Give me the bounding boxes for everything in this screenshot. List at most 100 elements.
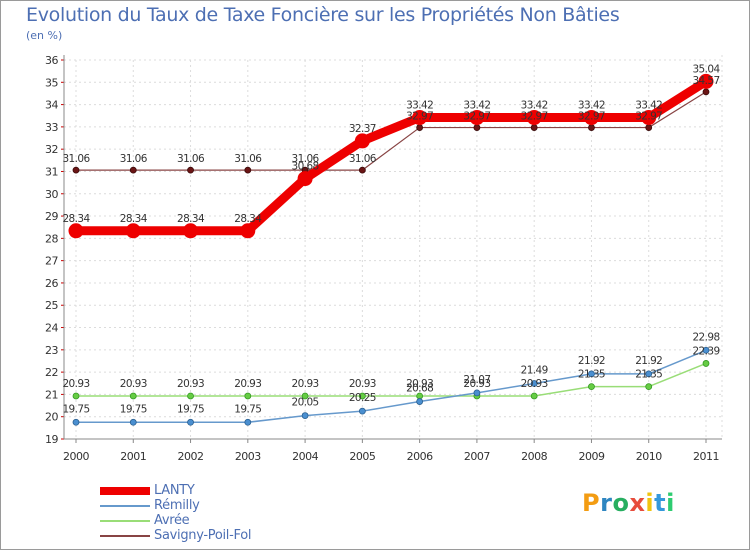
legend-label: Rémilly (154, 498, 200, 513)
y-tick-label: 31 (45, 165, 58, 178)
legend-label: LANTY (154, 483, 195, 498)
data-point-r-milly (72, 418, 80, 426)
y-tick-label: 30 (45, 188, 58, 201)
data-label-lanty: 30.68 (292, 161, 319, 173)
data-point-lanty (125, 223, 141, 239)
data-label-lanty: 33.42 (578, 100, 605, 112)
y-tick-label: 20 (45, 411, 58, 424)
logo-letter: t (654, 489, 667, 517)
data-label-lanty: 33.42 (406, 100, 433, 112)
data-label-avr-e: 20.93 (292, 378, 319, 390)
data-label-avr-e: 20.93 (521, 378, 548, 390)
legend-swatch (100, 520, 150, 522)
legend-swatch (100, 535, 150, 537)
data-label-savigny-poil-fol: 32.97 (578, 111, 605, 123)
data-point-savigny-poil-fol (72, 166, 80, 174)
x-tick-label: 2005 (349, 450, 375, 463)
y-tick-label: 35 (45, 76, 58, 89)
x-tick-label: 2008 (521, 450, 547, 463)
data-label-r-milly: 21.92 (578, 355, 605, 367)
data-label-lanty: 33.42 (635, 100, 662, 112)
x-tick-label: 2006 (407, 450, 433, 463)
data-point-avr-e (187, 392, 194, 400)
logo-letter: x (629, 489, 646, 517)
legend-swatch (100, 505, 150, 507)
data-label-avr-e: 20.93 (234, 378, 261, 390)
legend-swatch (100, 487, 150, 495)
x-tick-label: 2003 (235, 450, 261, 463)
data-label-lanty: 28.34 (177, 213, 205, 225)
data-point-lanty (354, 133, 370, 149)
data-point-avr-e (301, 392, 309, 400)
data-point-lanty (641, 110, 657, 126)
data-point-r-milly (187, 418, 194, 426)
y-tick-label: 24 (45, 322, 58, 335)
data-point-lanty (68, 223, 84, 239)
x-tick-label: 2009 (578, 450, 604, 463)
data-label-lanty: 28.34 (120, 213, 148, 225)
data-label-r-milly: 22.98 (692, 331, 719, 343)
x-tick-label: 2004 (292, 450, 318, 463)
data-point-avr-e (129, 392, 137, 400)
data-point-savigny-poil-fol (588, 124, 595, 131)
series-line-avr-e (75, 362, 707, 397)
y-tick-label: 21 (45, 388, 58, 401)
series-line-savigny-poil-fol (75, 91, 707, 171)
data-point-lanty (297, 171, 313, 187)
data-label-savigny-poil-fol: 32.97 (463, 111, 490, 123)
y-tick-label: 28 (45, 232, 58, 245)
data-label-avr-e: 20.93 (463, 378, 490, 390)
page-title: Evolution du Taux de Taxe Foncière sur l… (26, 4, 620, 26)
y-tick-label: 23 (45, 344, 58, 357)
data-label-avr-e: 20.93 (177, 378, 204, 390)
data-point-r-milly (244, 418, 252, 426)
data-label-r-milly: 19.75 (234, 403, 261, 415)
y-tick-label: 19 (45, 433, 58, 446)
data-label-r-milly: 19.75 (120, 403, 147, 415)
data-label-savigny-poil-fol: 31.06 (292, 153, 320, 165)
data-label-avr-e: 20.93 (62, 378, 89, 390)
data-label-savigny-poil-fol: 32.97 (635, 111, 662, 123)
data-label-r-milly: 19.75 (177, 403, 204, 415)
data-point-avr-e (588, 383, 595, 391)
data-point-lanty (526, 110, 542, 126)
data-label-lanty: 32.37 (349, 123, 376, 135)
x-tick-label: 2001 (120, 450, 146, 463)
y-tick-label: 27 (45, 255, 58, 268)
y-tick-label: 25 (45, 299, 58, 312)
data-point-r-milly (301, 412, 309, 419)
logo-letter: i (645, 489, 655, 517)
data-point-r-milly (473, 389, 481, 397)
data-label-r-milly: 21.49 (521, 364, 548, 376)
data-label-avr-e: 20.93 (349, 378, 376, 390)
data-label-r-milly: 20.68 (406, 383, 433, 395)
x-tick-label: 2000 (63, 450, 89, 463)
data-label-r-milly: 20.05 (292, 397, 319, 409)
legend-label: Avrée (154, 513, 190, 528)
y-axis-unit: (en %) (26, 29, 63, 42)
data-label-savigny-poil-fol: 32.97 (406, 111, 433, 123)
data-point-savigny-poil-fol (702, 88, 710, 96)
proxiti-logo: Proxiti (582, 489, 675, 517)
data-label-savigny-poil-fol: 32.97 (521, 111, 548, 123)
y-tick-label: 26 (45, 277, 58, 290)
data-point-r-milly (416, 398, 424, 405)
data-point-r-milly (645, 370, 653, 378)
data-label-avr-e: 21.35 (635, 369, 662, 381)
axes: 19 20 21 22 23 24 25 26 27 28 29 30 31 32 33 34 35 36 2000… (45, 54, 722, 463)
data-point-r-milly (129, 418, 137, 426)
x-tick-label: 2010 (636, 450, 662, 463)
data-point-lanty (183, 223, 199, 239)
data-label-savigny-poil-fol: 34.57 (692, 75, 719, 87)
data-point-avr-e (72, 392, 80, 400)
x-tick-label: 2002 (178, 450, 204, 463)
data-label-r-milly: 20.25 (349, 392, 376, 404)
x-tick-label: 2007 (464, 450, 490, 463)
data-point-lanty (412, 110, 428, 126)
data-label-lanty: 33.42 (521, 100, 548, 112)
data-label-r-milly: 21.92 (635, 355, 662, 367)
data-label-savigny-poil-fol: 31.06 (120, 153, 148, 165)
data-point-r-milly (358, 407, 366, 415)
data-label-r-milly: 19.75 (62, 403, 89, 415)
